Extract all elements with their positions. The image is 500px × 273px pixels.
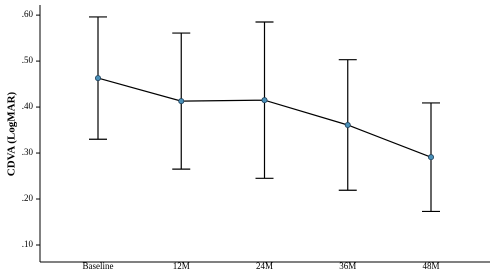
- marker: [178, 98, 185, 105]
- x-tick-label: 48M: [422, 261, 439, 271]
- x-tick-label: Baseline: [83, 261, 114, 271]
- marker: [427, 154, 434, 161]
- marker: [344, 121, 351, 128]
- y-tick-label: .40: [22, 101, 34, 111]
- marker: [261, 97, 268, 104]
- x-tick-label: 36M: [339, 261, 356, 271]
- y-tick-label: .30: [22, 147, 34, 157]
- marker: [95, 75, 102, 82]
- y-axis-label: CDVA (LogMAR): [6, 91, 18, 176]
- x-tick-label: 24M: [256, 261, 273, 271]
- y-tick-label: .20: [22, 193, 34, 203]
- y-tick-label: .60: [22, 9, 34, 19]
- y-tick-label: .10: [22, 239, 34, 249]
- y-tick-label: .50: [22, 55, 34, 65]
- x-tick-label: 12M: [173, 261, 190, 271]
